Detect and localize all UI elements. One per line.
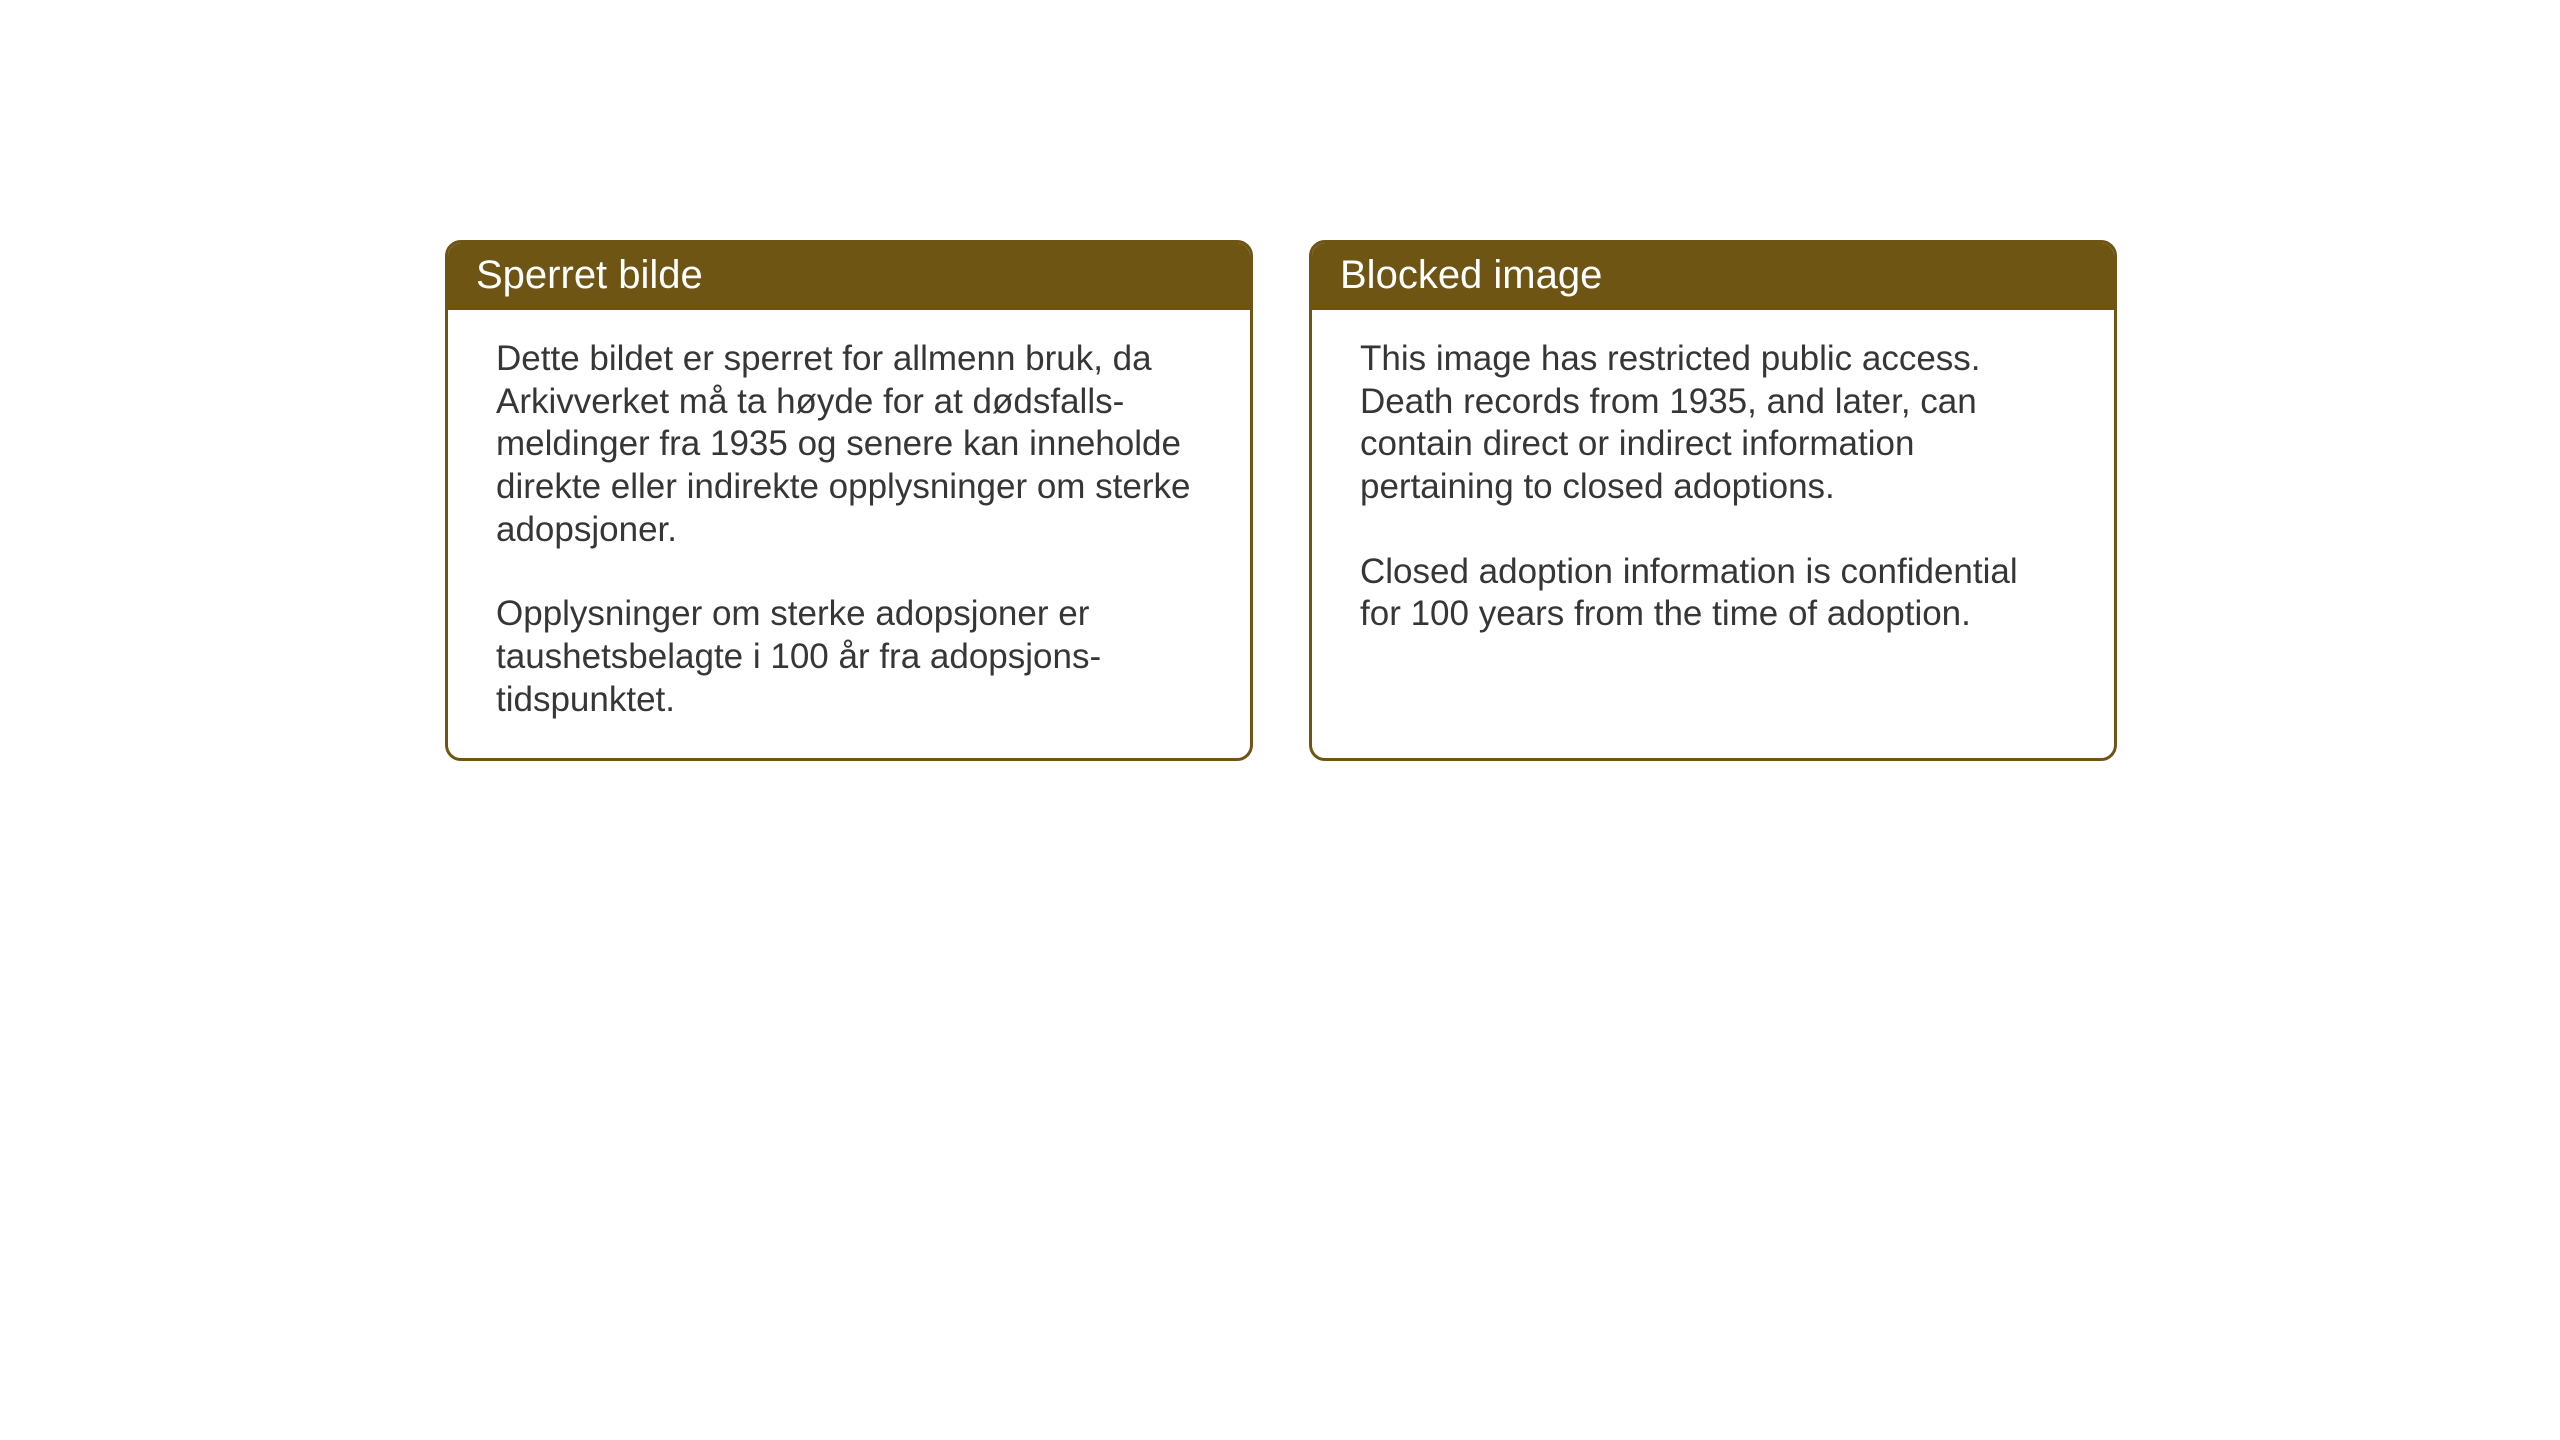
notice-body-english: This image has restricted public access.…: [1312, 310, 2114, 750]
notice-card-norwegian: Sperret bilde Dette bildet er sperret fo…: [445, 240, 1253, 761]
notice-text-english-p1: This image has restricted public access.…: [1360, 338, 2066, 509]
notice-title-english: Blocked image: [1340, 253, 1602, 297]
notice-container: Sperret bilde Dette bildet er sperret fo…: [445, 240, 2117, 761]
notice-title-norwegian: Sperret bilde: [476, 253, 703, 297]
notice-body-norwegian: Dette bildet er sperret for allmenn bruk…: [448, 310, 1250, 758]
notice-text-norwegian-p2: Opplysninger om sterke adopsjoner er tau…: [496, 593, 1202, 721]
notice-header-english: Blocked image: [1312, 243, 2114, 310]
notice-card-english: Blocked image This image has restricted …: [1309, 240, 2117, 761]
notice-text-english-p2: Closed adoption information is confident…: [1360, 551, 2066, 636]
notice-header-norwegian: Sperret bilde: [448, 243, 1250, 310]
notice-text-norwegian-p1: Dette bildet er sperret for allmenn bruk…: [496, 338, 1202, 551]
